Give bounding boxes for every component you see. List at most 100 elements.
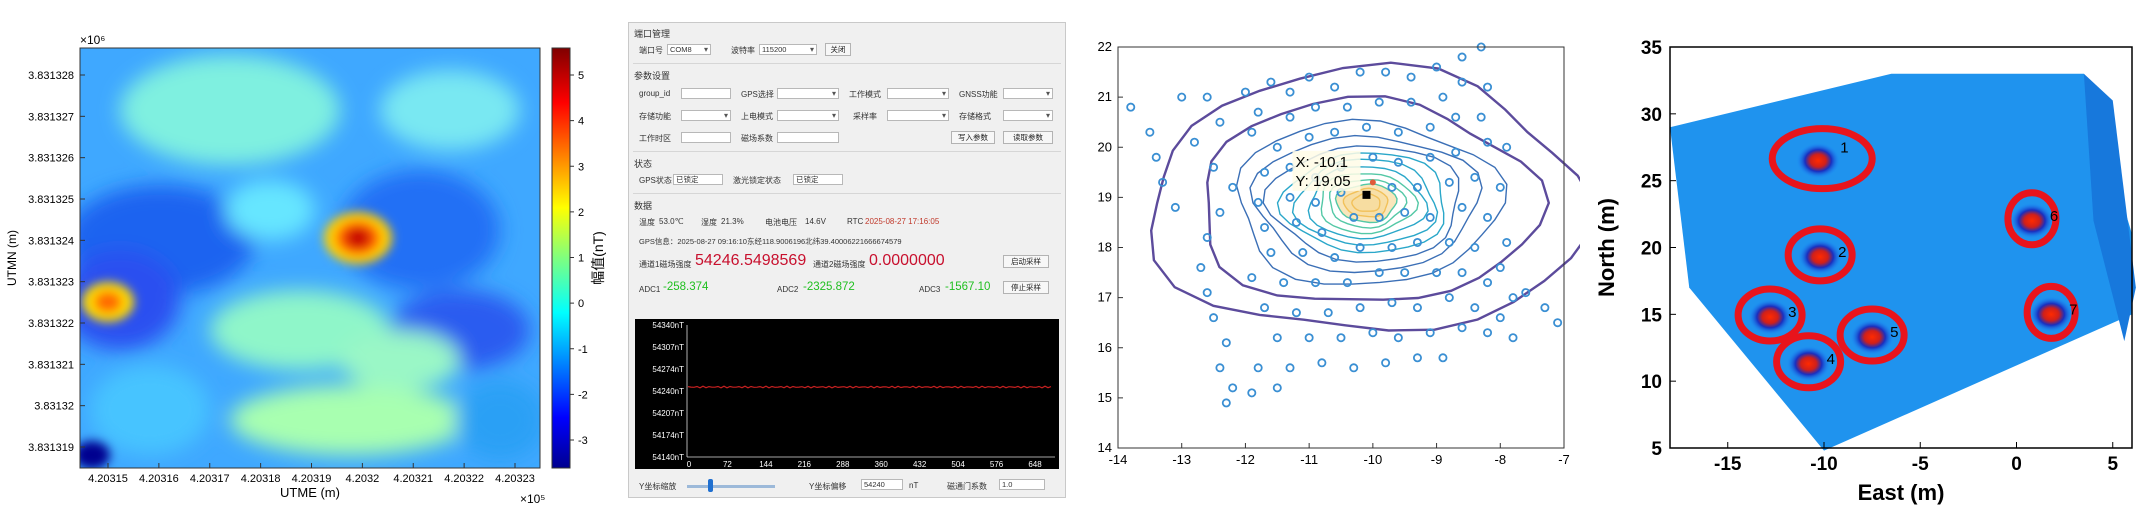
- survey-point: [1304, 72, 1314, 82]
- survey-point: [1209, 313, 1219, 323]
- survey-point: [1304, 333, 1314, 343]
- data-group-title: 数据: [634, 201, 653, 211]
- survey-point: [1457, 268, 1467, 278]
- work-mode-select[interactable]: [887, 88, 949, 99]
- colorbar-tick-label: -1: [578, 344, 588, 356]
- sample-rate-select[interactable]: [887, 110, 949, 121]
- group-id-input[interactable]: [681, 88, 731, 99]
- gps-info-text: GPS信息：2025-08-27 09:16:10东经118.9006196北纬…: [639, 237, 902, 246]
- survey-point: [1215, 363, 1225, 373]
- close-port-button[interactable]: 关闭: [825, 43, 851, 56]
- survey-points: [1126, 42, 1563, 408]
- storage-format-label: 存储格式: [959, 112, 991, 121]
- adc1-value: -258.374: [663, 281, 709, 293]
- survey-point: [1177, 92, 1187, 102]
- yoffset-input[interactable]: 54240: [861, 479, 903, 490]
- survey-point: [1470, 303, 1480, 313]
- target-1[interactable]: 1: [1768, 125, 1876, 193]
- survey-point: [1483, 82, 1493, 92]
- survey-point: [1483, 212, 1493, 222]
- colorbar-tick-label: 5: [578, 70, 584, 82]
- mag-coef-input[interactable]: [777, 132, 839, 143]
- colorbar-tick-label: -3: [578, 435, 588, 447]
- survey-point: [1221, 398, 1231, 408]
- target-3[interactable]: 3: [1734, 285, 1806, 345]
- rtc-label: RTC: [847, 217, 864, 226]
- target-xtick-label: 5: [2107, 454, 2118, 475]
- upload-mode-select[interactable]: [777, 110, 839, 121]
- yscale-slider-thumb[interactable]: [708, 479, 714, 492]
- map-ytick-label: 3.83132: [34, 401, 74, 413]
- map-ytick-label: 3.831321: [28, 359, 74, 371]
- target-ring: [2023, 282, 2079, 342]
- survey-area: [1670, 73, 2132, 451]
- peak-marker[interactable]: [1362, 190, 1371, 199]
- contour-xtick-label: -10: [1363, 452, 1382, 467]
- survey-point: [1247, 127, 1257, 137]
- survey-point: [1285, 112, 1295, 122]
- survey-point: [1495, 263, 1505, 273]
- survey-point: [1444, 293, 1454, 303]
- target-2[interactable]: 2: [1784, 225, 1856, 285]
- colorbar-tick-label: 0: [578, 298, 584, 310]
- map-xtick-label: 4.20322: [444, 473, 484, 485]
- contour-ytick-label: 18: [1098, 240, 1112, 255]
- humidity-value: 21.3%: [721, 217, 744, 226]
- map-ylabel: UTMN (m): [5, 230, 19, 286]
- start-sampling-button[interactable]: 启动采样: [1003, 255, 1049, 268]
- target-anomaly: [1798, 238, 1843, 275]
- gate-coef-input[interactable]: 1.0: [999, 479, 1045, 490]
- contour-line: [1235, 118, 1508, 285]
- survey-point: [1196, 263, 1206, 273]
- plot-xtick-label: 72: [723, 460, 732, 469]
- yscale-slider-track[interactable]: [687, 485, 775, 488]
- survey-point: [1425, 328, 1435, 338]
- rtc-value: 2025-08-27 17:16:05: [865, 217, 940, 226]
- target-anomaly: [2029, 296, 2074, 333]
- plot-xtick-label: 216: [798, 460, 812, 469]
- target-ytick-label: 5: [1651, 439, 1662, 460]
- contour-line: [1262, 145, 1460, 263]
- port-select[interactable]: COM8: [667, 44, 711, 55]
- storage-format-select[interactable]: [1003, 110, 1053, 121]
- survey-point: [1228, 383, 1238, 393]
- map-ytick-label: 3.831322: [28, 318, 74, 330]
- divider: [633, 193, 1061, 194]
- target-6[interactable]: 6: [2004, 189, 2060, 249]
- target-xtick-label: -5: [1912, 454, 1929, 475]
- baud-select[interactable]: 115200: [759, 44, 817, 55]
- target-4[interactable]: 4: [1773, 332, 1845, 392]
- params-group-title: 参数设置: [634, 71, 671, 81]
- write-params-button[interactable]: 写入参数: [951, 131, 995, 144]
- gps-select[interactable]: [777, 88, 839, 99]
- contour-xtick-label: -8: [1495, 452, 1507, 467]
- plot-ytick-label: 54340nT: [652, 321, 684, 330]
- map-ytick-label: 3.831325: [28, 194, 74, 206]
- map-ytick-label: 3.831323: [28, 277, 74, 289]
- target-7[interactable]: 7: [2023, 282, 2079, 342]
- survey-point: [1374, 268, 1384, 278]
- survey-point: [1406, 72, 1416, 82]
- survey-point: [1387, 242, 1397, 252]
- map-ytick-label: 3.831324: [28, 235, 74, 247]
- target-ring: [2004, 189, 2060, 249]
- timezone-input[interactable]: [681, 132, 731, 143]
- datatip: X: -10.1 Y: 19.05: [1292, 150, 1361, 191]
- stop-sampling-button[interactable]: 停止采样: [1003, 281, 1049, 294]
- survey-point: [1393, 157, 1403, 167]
- contour-xtick-label: -12: [1236, 452, 1255, 467]
- plot-x-ticks: 0 72 144 216 288 360 432 504 576 648: [687, 460, 1042, 469]
- read-params-button[interactable]: 读取参数: [1003, 131, 1053, 144]
- anomaly-map-svg: ×10⁶: [5, 33, 606, 506]
- gnss-select[interactable]: [1003, 88, 1053, 99]
- survey-point: [1451, 147, 1461, 157]
- survey-point: [1495, 182, 1505, 192]
- plot-xtick-label: 576: [990, 460, 1004, 469]
- survey-point: [1521, 288, 1531, 298]
- target-5[interactable]: 5: [1836, 305, 1908, 365]
- storage-select[interactable]: [681, 110, 731, 121]
- ch2-label: 通道2磁场强度: [813, 260, 866, 269]
- target-anomaly: [1796, 142, 1841, 179]
- target-xtick-label: 0: [2011, 454, 2022, 475]
- survey-point: [1170, 202, 1180, 212]
